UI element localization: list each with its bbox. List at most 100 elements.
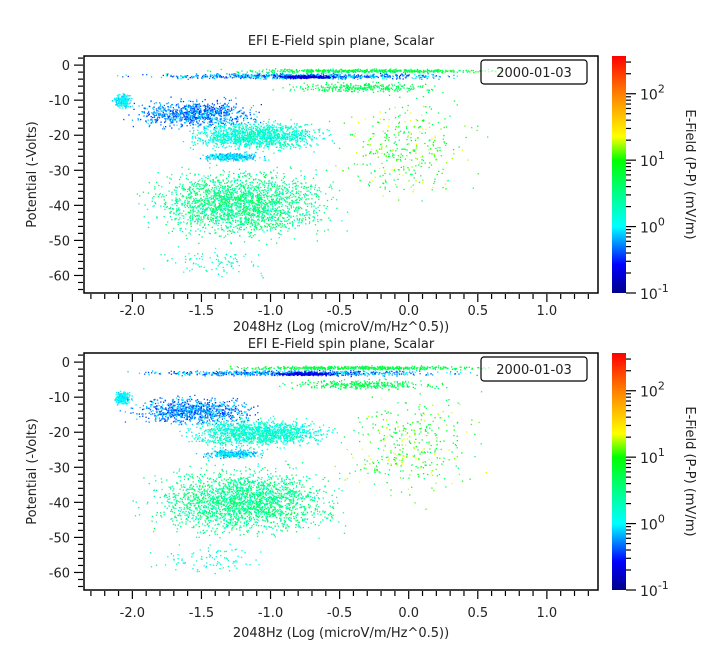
data-point [407, 70, 409, 73]
data-point [239, 126, 241, 129]
data-point [123, 96, 125, 98]
data-point [359, 77, 361, 79]
data-point [188, 100, 190, 102]
data-point [387, 88, 390, 90]
data-point [334, 70, 336, 72]
data-point [237, 124, 239, 126]
data-point [246, 158, 248, 160]
data-point [217, 155, 219, 157]
data-point [210, 132, 212, 134]
data-point [164, 109, 166, 111]
data-point [347, 69, 349, 72]
data-point [279, 78, 281, 80]
data-point [249, 134, 252, 136]
data-point [227, 113, 229, 115]
data-point [386, 87, 388, 89]
data-point [226, 135, 229, 137]
data-point [222, 120, 224, 122]
data-point [296, 139, 298, 141]
data-point [357, 74, 359, 76]
data-point [211, 141, 213, 143]
data-point [310, 88, 312, 90]
data-point [208, 117, 210, 119]
data-point [207, 156, 210, 159]
data-point [122, 76, 124, 78]
data-point [379, 69, 381, 71]
data-point [237, 155, 239, 158]
data-point [307, 72, 309, 74]
data-point [270, 126, 272, 128]
data-point [197, 108, 200, 111]
data-point [215, 164, 218, 166]
data-point [253, 118, 256, 120]
data-point [221, 139, 224, 142]
data-point [364, 87, 366, 89]
data-point [372, 88, 374, 90]
data-point [203, 116, 205, 119]
data-point [279, 71, 281, 73]
data-point [303, 90, 305, 92]
data-point [183, 115, 185, 118]
data-point [168, 190, 170, 192]
data-point [194, 136, 196, 138]
data-point [253, 136, 255, 138]
data-point [275, 210, 277, 212]
data-point [290, 194, 292, 196]
data-point [197, 137, 200, 139]
data-point [144, 107, 146, 109]
data-point [403, 70, 406, 72]
data-point [233, 160, 235, 162]
data-point [283, 77, 285, 80]
data-point [282, 143, 284, 146]
data-point [185, 121, 187, 123]
data-point [314, 201, 317, 203]
data-point [298, 219, 300, 221]
data-point [301, 76, 303, 78]
data-point [171, 121, 173, 123]
data-point [235, 198, 238, 200]
data-point [282, 87, 284, 89]
data-point [230, 123, 233, 125]
data-point [248, 128, 250, 130]
data-point [231, 77, 233, 79]
data-point [201, 131, 203, 133]
data-point [267, 138, 269, 140]
data-point [282, 125, 284, 127]
data-point [236, 133, 239, 135]
data-point [273, 131, 275, 133]
data-point [286, 220, 288, 222]
data-point [234, 142, 236, 144]
data-point [206, 112, 209, 114]
data-point [246, 131, 249, 133]
data-point [416, 71, 419, 73]
data-point [192, 117, 194, 119]
data-point [187, 115, 190, 117]
data-point [256, 142, 259, 144]
data-point [363, 85, 365, 87]
data-point [213, 133, 215, 136]
data-point [310, 71, 313, 73]
data-point [270, 141, 272, 143]
data-point [224, 140, 226, 143]
data-point [306, 73, 308, 75]
data-point [358, 68, 360, 70]
data-point [212, 148, 214, 150]
data-point [180, 113, 182, 115]
data-point [202, 75, 205, 77]
data-point [294, 75, 296, 77]
data-point [203, 74, 205, 77]
data-point [407, 69, 409, 72]
data-point [190, 100, 192, 102]
data-point [324, 70, 326, 72]
data-point [242, 157, 244, 159]
data-point [298, 134, 300, 136]
data-point [178, 105, 180, 107]
data-point [283, 136, 285, 138]
data-point [180, 120, 182, 122]
data-point [263, 134, 265, 136]
data-point [241, 129, 243, 131]
data-point [262, 137, 264, 139]
data-point [234, 212, 237, 215]
data-point [209, 203, 211, 205]
data-point [156, 111, 158, 113]
